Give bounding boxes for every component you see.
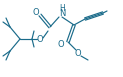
Text: H: H bbox=[59, 3, 65, 12]
Text: O: O bbox=[37, 34, 43, 44]
Text: O: O bbox=[75, 49, 81, 58]
Text: O: O bbox=[33, 7, 39, 16]
Text: N: N bbox=[59, 8, 65, 17]
Text: O: O bbox=[58, 40, 64, 49]
